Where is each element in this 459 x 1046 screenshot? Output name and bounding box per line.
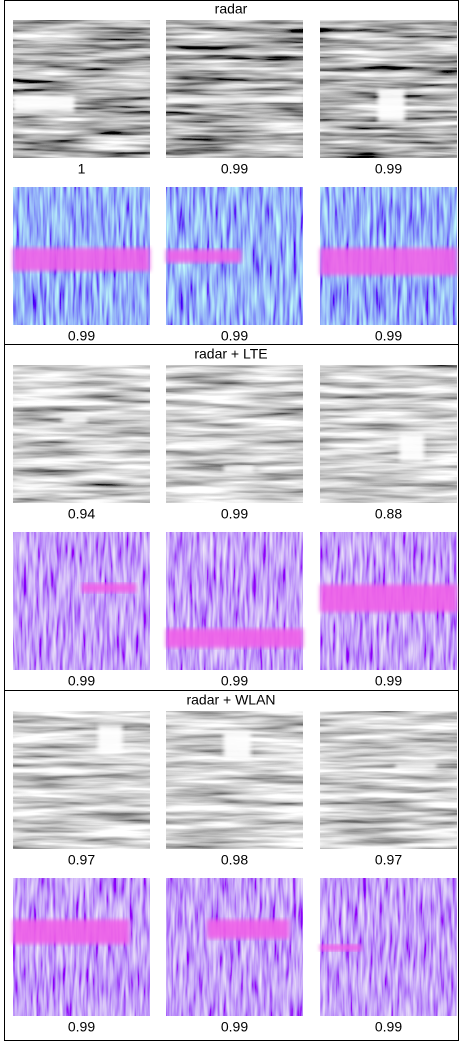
image-background	[13, 365, 150, 503]
spectrogram-image	[166, 878, 303, 1016]
section-title: radar + WLAN	[186, 692, 275, 708]
signal-feature	[320, 247, 457, 276]
spectrogram-image	[13, 532, 150, 670]
signal-feature	[81, 583, 137, 593]
signal-feature	[13, 919, 130, 945]
caption: 0.98	[221, 852, 248, 868]
signal-feature	[13, 247, 150, 272]
caption: 0.99	[221, 161, 248, 177]
image-background	[13, 532, 150, 670]
spectrogram-image	[320, 187, 457, 325]
spectrogram-image	[166, 365, 303, 503]
caption: 0.99	[221, 506, 248, 522]
spectrogram-image	[166, 187, 303, 325]
image-background	[13, 20, 150, 158]
spectrogram-image	[166, 711, 303, 849]
caption: 0.97	[68, 852, 95, 868]
caption: 0.99	[68, 1019, 95, 1035]
image-background	[166, 878, 303, 1016]
signal-feature	[166, 95, 303, 103]
image-background	[13, 878, 150, 1016]
caption: 0.99	[375, 161, 402, 177]
signal-feature	[13, 95, 75, 113]
signal-feature	[377, 89, 405, 123]
spectrogram-image	[320, 878, 457, 1016]
signal-feature	[223, 465, 254, 473]
spectrogram-image	[320, 20, 457, 158]
spectrogram-image	[13, 711, 150, 849]
signal-feature	[166, 249, 242, 263]
spectrogram-image	[13, 20, 150, 158]
caption: 0.99	[221, 673, 248, 689]
signal-feature	[320, 584, 457, 613]
caption: 0.99	[375, 328, 402, 344]
caption: 0.99	[68, 673, 95, 689]
spectrogram-image	[166, 532, 303, 670]
spectrogram-image	[166, 20, 303, 158]
spectrogram-image	[320, 711, 457, 849]
caption: 0.99	[375, 673, 402, 689]
signal-feature	[399, 434, 425, 462]
signal-feature	[166, 628, 303, 648]
image-background	[166, 532, 303, 670]
spectrogram-image	[13, 187, 150, 325]
caption: 0.99	[221, 1019, 248, 1035]
image-background	[166, 365, 303, 503]
caption: 0.97	[375, 852, 402, 868]
section-title: radar + LTE	[194, 346, 267, 362]
caption: 0.94	[68, 506, 95, 522]
image-background	[320, 365, 457, 503]
signal-feature	[223, 731, 251, 760]
signal-feature	[97, 724, 123, 753]
signal-feature	[395, 763, 437, 769]
signal-feature	[62, 417, 87, 423]
caption: 1	[78, 161, 86, 177]
section-title: radar	[215, 1, 248, 17]
spectrogram-image	[320, 532, 457, 670]
signal-feature	[320, 944, 362, 952]
image-background	[13, 711, 150, 849]
caption: 0.99	[68, 328, 95, 344]
spectrogram-image	[13, 878, 150, 1016]
caption: 0.99	[221, 328, 248, 344]
signal-feature	[207, 919, 290, 939]
spectrogram-image	[320, 365, 457, 503]
image-background	[166, 20, 303, 158]
caption: 0.88	[375, 506, 402, 522]
image-background	[320, 711, 457, 849]
caption: 0.99	[375, 1019, 402, 1035]
spectrogram-image	[13, 365, 150, 503]
